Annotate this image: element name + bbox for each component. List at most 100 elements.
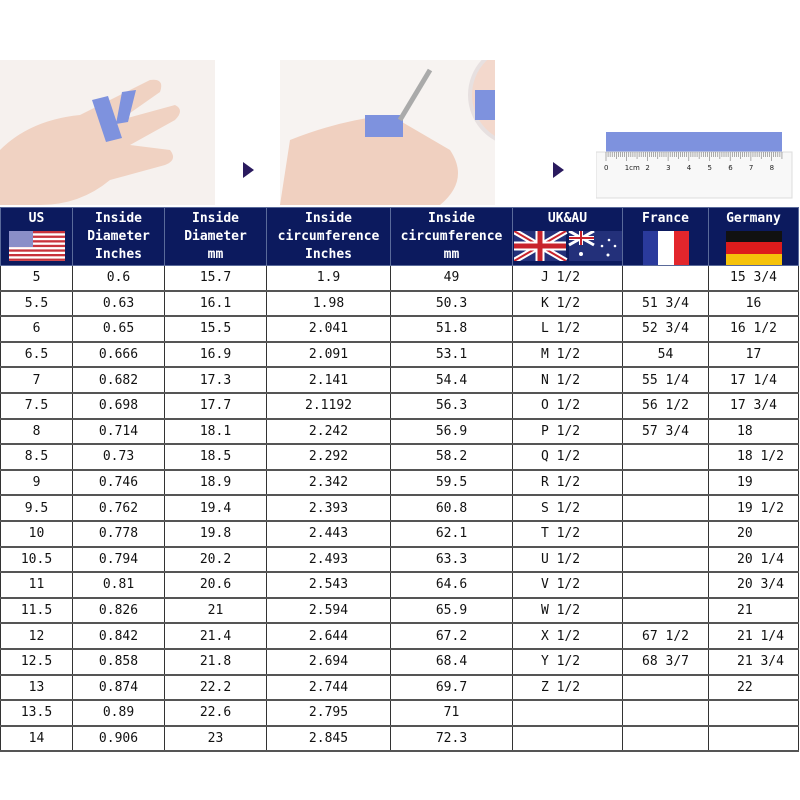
table-cell: 21	[164, 597, 267, 624]
table-cell: 0.6	[72, 264, 165, 292]
ruler-label: 4	[687, 164, 692, 172]
table-cell: 68.4	[390, 648, 513, 675]
table-cell: 17	[708, 341, 799, 368]
table-cell: R 1/2	[512, 469, 623, 496]
ruler-label: 1cm	[625, 164, 640, 172]
table-cell: 58.2	[390, 443, 513, 471]
table-cell	[622, 264, 709, 292]
table-cell: 21.8	[164, 648, 267, 675]
table-cell: 20.6	[164, 571, 267, 599]
table-cell: 2.443	[266, 520, 391, 548]
table-row: 9.5 0.762 19.4 2.393 60.8 S 1/2 19 1/2	[0, 494, 799, 522]
table-cell: 11.5	[0, 597, 73, 624]
table-cell: 14	[0, 725, 73, 752]
table-cell: 0.858	[72, 648, 165, 675]
column-header-label: Inside	[95, 211, 142, 226]
table-cell: 67 1/2	[622, 622, 709, 650]
table-cell: 17 1/4	[708, 366, 799, 394]
table-cell: 12	[0, 622, 73, 650]
table-row: 10.5 0.794 20.2 2.493 63.3 U 1/2 20 1/4	[0, 546, 799, 573]
table-cell: 13	[0, 674, 73, 701]
table-cell	[708, 699, 799, 727]
table-cell: K 1/2	[512, 290, 623, 317]
table-row: 8 0.714 18.1 2.242 56.9 P 1/2 57 3/4 18	[0, 418, 799, 445]
table-cell: 18.1	[164, 418, 267, 445]
table-cell: 10.5	[0, 546, 73, 573]
table-cell: 2.342	[266, 469, 391, 496]
column-header: Inside circumference Inches	[266, 207, 391, 266]
column-header-label: Inside	[305, 211, 352, 226]
ruler-label: 6	[728, 164, 733, 172]
table-cell: 69.7	[390, 674, 513, 701]
table-cell	[622, 571, 709, 599]
table-cell: 16.1	[164, 290, 267, 317]
hand-with-tape-image	[0, 60, 215, 205]
table-cell: 0.73	[72, 443, 165, 471]
table-cell: 0.65	[72, 315, 165, 343]
table-cell: V 1/2	[512, 571, 623, 599]
table-cell: 68 3/7	[622, 648, 709, 675]
table-cell: 8.5	[0, 443, 73, 471]
table-cell: 21	[708, 597, 799, 624]
table-row: 14 0.906 23 2.845 72.3	[0, 725, 799, 752]
table-row: 7.5 0.698 17.7 2.1192 56.3 O 1/2 56 1/2 17 3/4	[0, 392, 799, 420]
table-cell: 20.2	[164, 546, 267, 573]
table-cell: 2.694	[266, 648, 391, 675]
column-header-label: Diameter	[184, 229, 247, 244]
table-cell: 65.9	[390, 597, 513, 624]
table-cell	[622, 520, 709, 548]
us-flag-icon	[1, 231, 72, 261]
table-cell: Y 1/2	[512, 648, 623, 675]
table-cell: 21 3/4	[708, 648, 799, 675]
ruler-label: 2	[645, 164, 649, 172]
germany-flag-icon	[709, 231, 798, 265]
table-cell	[622, 494, 709, 522]
france-flag-icon	[623, 231, 708, 265]
table-cell: 15.5	[164, 315, 267, 343]
table-cell: 50.3	[390, 290, 513, 317]
table-cell: 12.5	[0, 648, 73, 675]
table-cell: 20 3/4	[708, 571, 799, 599]
column-header: Inside Diameter Inches	[72, 207, 165, 266]
table-cell	[622, 469, 709, 496]
table-cell: 19	[708, 469, 799, 496]
table-cell: 13.5	[0, 699, 73, 727]
ruler-label: 7	[749, 164, 753, 172]
table-cell: 56.9	[390, 418, 513, 445]
table-cell: 0.826	[72, 597, 165, 624]
table-cell	[622, 699, 709, 727]
table-cell: 19.4	[164, 494, 267, 522]
table-cell: 21 1/4	[708, 622, 799, 650]
table-cell: L 1/2	[512, 315, 623, 343]
table-cell	[512, 725, 623, 752]
column-header: Germany	[708, 207, 799, 266]
table-cell: 2.041	[266, 315, 391, 343]
table-row: 5 0.6 15.7 1.9 49 J 1/2 15 3/4	[0, 264, 799, 292]
ruler-label: 0	[604, 164, 608, 172]
table-cell	[708, 725, 799, 752]
table-cell: 2.393	[266, 494, 391, 522]
table-cell: 0.906	[72, 725, 165, 752]
step-arrow-icon	[553, 162, 564, 178]
column-header-label: Diameter	[87, 229, 150, 244]
table-cell: 54	[622, 341, 709, 368]
column-header: Inside circumference mm	[390, 207, 513, 266]
table-cell: 2.493	[266, 546, 391, 573]
table-cell: 53.1	[390, 341, 513, 368]
table-cell: 0.89	[72, 699, 165, 727]
table-row: 6.5 0.666 16.9 2.091 53.1 M 1/2 54 17	[0, 341, 799, 368]
table-cell: 5	[0, 264, 73, 292]
table-cell: 1.98	[266, 290, 391, 317]
table-row: 10 0.778 19.8 2.443 62.1 T 1/2 20	[0, 520, 799, 548]
table-cell: 16	[708, 290, 799, 317]
table-cell: X 1/2	[512, 622, 623, 650]
table-cell: 51 3/4	[622, 290, 709, 317]
column-header: France	[622, 207, 709, 266]
table-row: 11 0.81 20.6 2.543 64.6 V 1/2 20 3/4	[0, 571, 799, 599]
table-cell: 21.4	[164, 622, 267, 650]
table-cell: J 1/2	[512, 264, 623, 292]
table-cell: 22.6	[164, 699, 267, 727]
table-cell: 0.794	[72, 546, 165, 573]
table-cell: 49	[390, 264, 513, 292]
column-header-label: France	[642, 211, 689, 226]
